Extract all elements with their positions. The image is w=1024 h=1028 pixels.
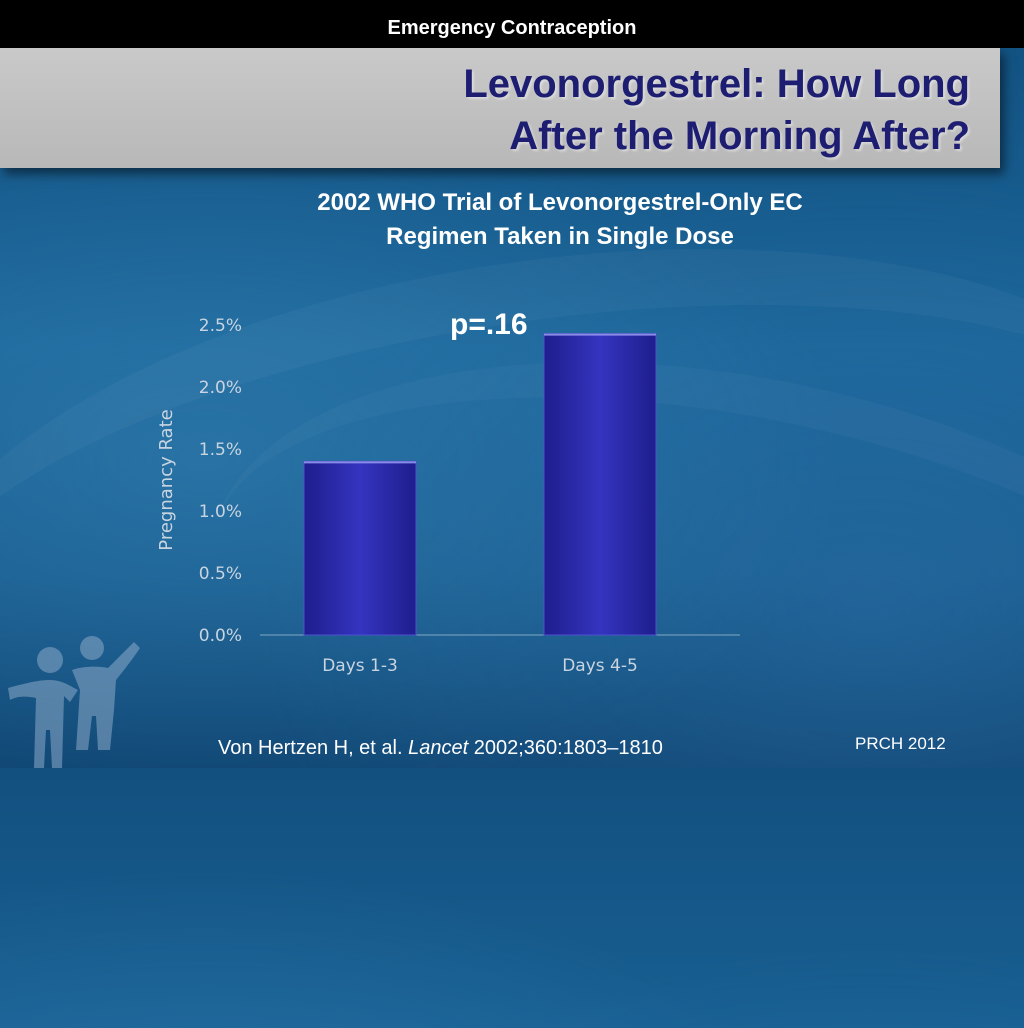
chart-title-line-2: Regimen Taken in Single Dose [386,223,734,250]
chart-title: 2002 WHO Trial of Levonorgestrel-Only EC… [200,186,920,254]
p-value-annotation: p=.16 [450,308,528,341]
x-tick-label: Days 4-5 [562,656,638,676]
section-header: Emergency Contraception [0,0,1024,48]
credit-label: PRCH 2012 [855,734,946,753]
y-tick-label: 2.0% [199,378,242,398]
citation-authors: Von Hertzen H, et al. [218,737,409,759]
x-tick-label: Days 1-3 [322,656,398,676]
title-banner [0,48,1000,168]
bar-days-4-5 [543,333,657,636]
slide-title-line-2: After the Morning After? [509,114,970,158]
y-tick-label: 1.0% [199,502,242,522]
chart-title-line-1: 2002 WHO Trial of Levonorgestrel-Only EC [317,189,803,216]
y-tick-label: 0.0% [199,626,242,646]
slide-title: Levonorgestrel: How Long After the Morni… [270,58,970,162]
y-tick-label: 1.5% [199,440,242,460]
citation-journal: Lancet [408,737,469,759]
citation-details: 2002;360:1803–1810 [468,737,663,759]
family-figures-icon [8,636,140,768]
y-tick-label: 0.5% [199,564,242,584]
y-tick-label: 2.5% [199,316,242,336]
slide-title-line-1: Levonorgestrel: How Long [463,62,970,106]
bar-days-1-3 [303,460,417,636]
y-axis-label: Pregnancy Rate [156,409,177,550]
citation: Von Hertzen H, et al. Lancet 2002;360:18… [218,737,663,760]
bar-chart: 0.0% 0.5% 1.0% 1.5% 2.0% 2.5% Pregnancy Rate Da… [156,316,740,676]
